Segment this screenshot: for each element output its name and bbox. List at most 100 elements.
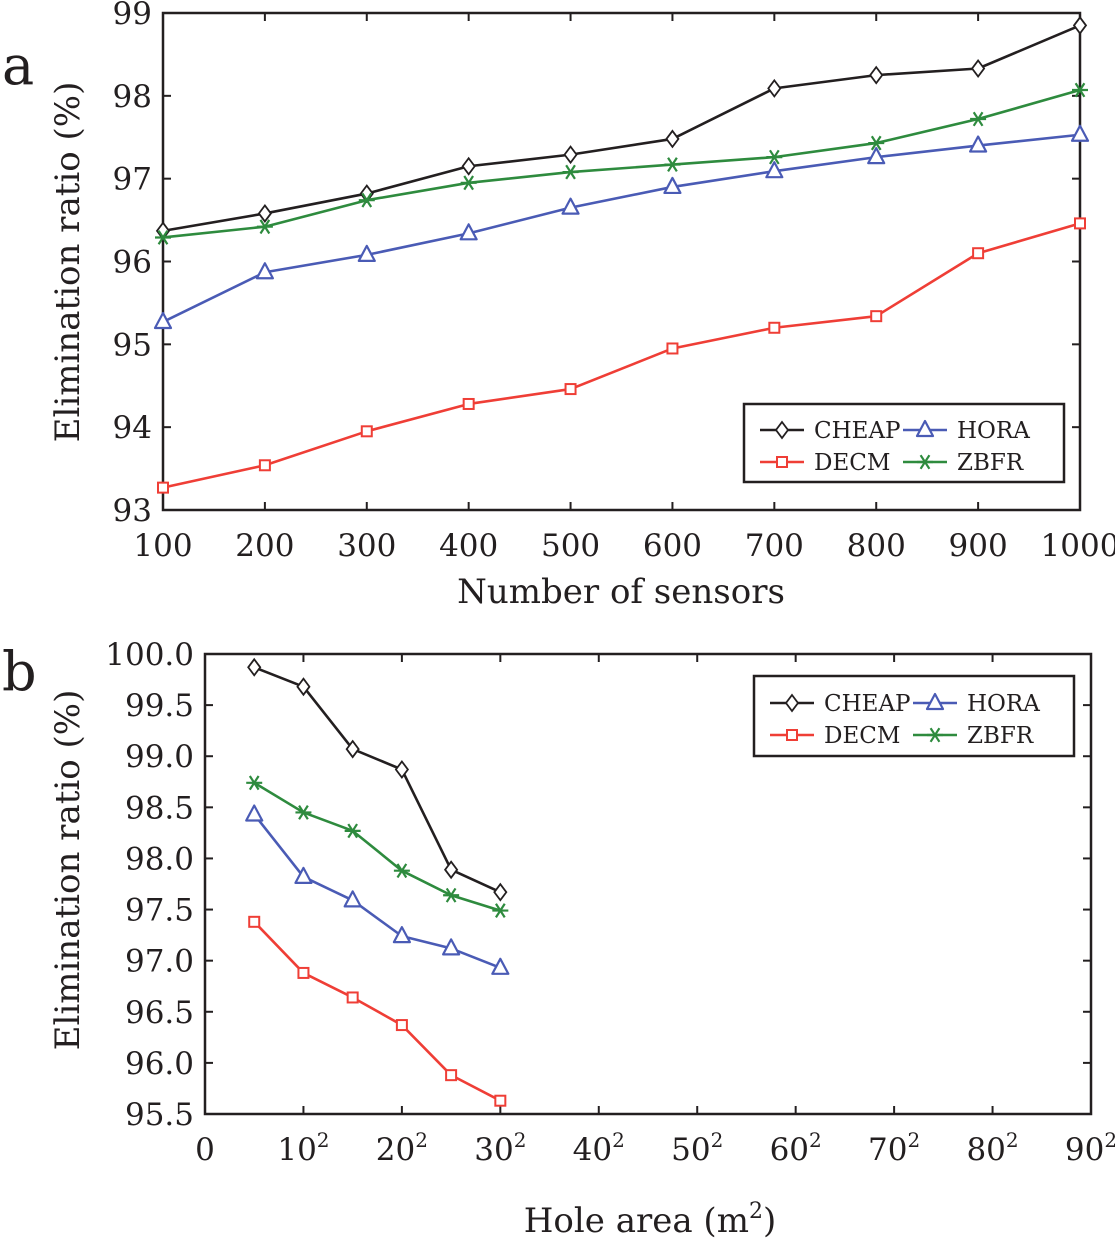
data-point-zbfr [868, 135, 885, 151]
data-point-zbfr [460, 175, 477, 191]
legend-label-decm: DECM [824, 723, 900, 749]
y-tick-label: 93 [113, 493, 152, 529]
x-axis-label-b: Hole area (m2) [524, 1199, 776, 1241]
y-axis-label-a: Elimination ratio (%) [48, 82, 88, 443]
data-point-cheap [970, 58, 986, 78]
data-point-zbfr [295, 805, 312, 820]
data-point-cheap [563, 145, 578, 165]
data-point-decm [445, 1069, 458, 1082]
data-point-decm [494, 1094, 507, 1107]
x-tick-label: 802 [966, 1128, 1018, 1168]
data-point-zbfr [246, 775, 263, 791]
legend-label-hora: HORA [967, 691, 1040, 717]
data-point-cheap [1072, 15, 1088, 35]
data-point-hora [343, 890, 362, 908]
data-point-decm [395, 1019, 408, 1032]
legend-label-zbfr: ZBFR [967, 723, 1034, 749]
x-tick-label: 402 [573, 1128, 625, 1168]
data-point-decm [248, 915, 261, 928]
data-point-hora [491, 957, 510, 975]
legend-marker-decm [786, 729, 798, 741]
panel-letter-a: a [2, 34, 34, 97]
data-point-cheap [493, 882, 508, 902]
x-tick-label: 300 [337, 528, 396, 564]
y-tick-label: 97.5 [125, 893, 194, 929]
data-point-zbfr [155, 230, 171, 245]
data-point-zbfr [344, 823, 361, 839]
data-point-decm [972, 247, 985, 260]
y-tick-label: 99.0 [125, 739, 194, 775]
legend-label-cheap: CHEAP [824, 691, 911, 717]
data-point-zbfr [970, 111, 987, 127]
data-point-decm [564, 383, 577, 396]
data-point-hora [357, 244, 376, 262]
x-tick-label: 0 [195, 1132, 215, 1168]
data-point-cheap [394, 760, 410, 780]
panel-b: b 95.5 96.0 96.5 97.0 97.5 98.0 98.5 99.0 99.5 10… [2, 637, 1115, 1241]
y-tick-label: 100.0 [105, 637, 194, 673]
x-tick-label: 1000 [1041, 528, 1115, 564]
series-line-hora [162, 133, 1081, 324]
legend-label-hora: HORA [957, 418, 1030, 444]
legend-a: CHEAP HORA DECM ZBFR [742, 402, 1066, 484]
panel-letter-b: b [2, 640, 37, 703]
data-point-hora [1070, 124, 1090, 142]
data-point-cheap [443, 860, 459, 880]
x-axis-label-b-main: Hole area (m [524, 1201, 749, 1241]
series-line-zbfr [162, 88, 1081, 239]
x-tick-label: 702 [868, 1128, 920, 1168]
x-tick-label: 900 [949, 528, 1008, 564]
x-tick-label: 200 [235, 528, 294, 564]
x-tick-label: 800 [847, 528, 906, 564]
data-point-hora [442, 938, 461, 956]
y-tick-label: 97 [113, 162, 152, 198]
data-point-hora [663, 176, 682, 195]
legend-box-b [752, 674, 1076, 758]
x-tick-label: 102 [277, 1128, 329, 1168]
y-axis-label-b: Elimination ratio (%) [48, 690, 88, 1051]
y-tick-label: 99 [113, 0, 152, 32]
data-point-hora [245, 804, 264, 822]
data-point-cheap [869, 65, 884, 85]
legend-marker-zbfr [917, 454, 933, 470]
x-axis-label-a: Number of sensors [457, 572, 785, 612]
data-point-hora [294, 866, 313, 884]
data-point-cheap [461, 156, 476, 176]
ticks-b: 95.5 96.0 96.5 97.0 97.5 98.0 98.5 99.0 99.5 100.… [105, 637, 1115, 1168]
data-point-zbfr [766, 149, 783, 165]
data-point-hora [153, 311, 173, 330]
data-point-cheap [665, 129, 680, 149]
y-tick-label: 96.0 [125, 1046, 194, 1082]
y-tick-label: 98.0 [125, 841, 194, 877]
data-point-decm [346, 991, 359, 1004]
data-point-hora [765, 161, 784, 179]
data-point-zbfr [664, 157, 681, 172]
x-axis-label-b-sup: 2 [749, 1199, 763, 1224]
data-point-cheap [257, 203, 273, 223]
data-point-cheap [247, 657, 262, 677]
series-line-cheap [253, 666, 501, 894]
x-tick-label: 302 [474, 1128, 526, 1168]
data-point-cheap [345, 739, 360, 759]
x-tick-label: 700 [745, 528, 804, 564]
series-line-decm [162, 222, 1081, 489]
series-line-zbfr [253, 781, 501, 912]
legend-label-zbfr: ZBFR [957, 450, 1024, 476]
data-point-decm [157, 481, 169, 494]
data-point-hora [867, 147, 886, 165]
legend-marker-cheap [774, 420, 790, 440]
data-point-zbfr [358, 192, 375, 208]
x-tick-label: 902 [1065, 1128, 1115, 1168]
x-axis-label-b-end: ) [763, 1201, 776, 1241]
data-point-zbfr [562, 164, 579, 180]
legend-label-decm: DECM [814, 450, 890, 476]
legend-box-a [742, 402, 1066, 484]
data-point-hora [969, 135, 988, 153]
legend-marker-cheap [784, 693, 800, 713]
legend-marker-decm [776, 456, 788, 468]
data-point-hora [561, 197, 580, 215]
data-point-zbfr [443, 887, 460, 903]
legend-marker-hora [925, 692, 945, 711]
data-point-cheap [296, 677, 311, 697]
